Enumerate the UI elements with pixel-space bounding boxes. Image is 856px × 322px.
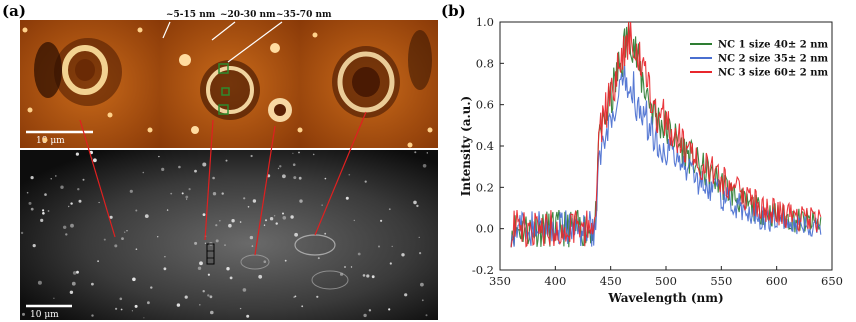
y-tick-label: 0.6	[476, 98, 494, 112]
size-annotations: ~5-15 nm ~20-30 nm ~35-70 nm	[162, 10, 332, 63]
x-tick-label: 500	[655, 274, 677, 288]
y-tick-label: 0.4	[476, 139, 494, 153]
x-tick-label: 550	[710, 274, 732, 288]
x-tick-label: 400	[544, 274, 566, 288]
series-line-2	[510, 64, 822, 248]
y-axis: -0.2 0.0 0.2 0.4 0.6 0.8 1.0	[472, 15, 504, 277]
annotation-5-15: ~5-15 nm	[166, 10, 216, 20]
series-line-3	[510, 21, 822, 248]
afm-green-box-1	[218, 63, 229, 74]
y-tick-label: 1.0	[476, 15, 494, 29]
emission-spectrum-chart: 350 400 450 500 550 600 650 -0.2 0.0 0.2 0.4 0.6 0.…	[459, 15, 843, 305]
x-axis: 350 400 450 500 550 600 650	[489, 266, 843, 288]
legend: NC 1 size 40± 2 nm NC 2 size 35± 2 nm NC 3…	[690, 40, 828, 79]
sem-ring-2	[311, 270, 349, 290]
afm-scale-label: 10 μm	[36, 136, 65, 146]
afm-image-2	[160, 20, 300, 148]
panel-a-label: (a)	[2, 2, 26, 20]
x-tick-label: 350	[489, 274, 511, 288]
x-tick-label: 650	[821, 274, 843, 288]
legend-label-2: NC 2 size 35± 2 nm	[718, 54, 828, 65]
x-tick-label: 600	[766, 274, 788, 288]
connector-lines	[79, 111, 367, 256]
annotation-20-30: ~20-30 nm	[220, 10, 276, 20]
annotation-35-70: ~35-70 nm	[276, 10, 332, 20]
y-tick-label: 0.2	[476, 180, 494, 194]
sem-marker-box	[206, 243, 215, 265]
afm-green-box-2	[221, 87, 230, 96]
afm-image-1: 10 μm	[20, 20, 160, 148]
sem-particles	[20, 150, 428, 319]
afm-image-3	[300, 20, 438, 148]
y-axis-title: Intensity (a.u.)	[459, 96, 473, 196]
sem-scale-label: 10 μm	[30, 310, 59, 320]
y-tick-label: 0.0	[476, 222, 494, 236]
panel-b-label: (b)	[441, 2, 466, 20]
legend-label-3: NC 3 size 60± 2 nm	[718, 68, 828, 79]
x-tick-label: 450	[600, 274, 622, 288]
y-tick-label: -0.2	[472, 263, 494, 277]
legend-label-1: NC 1 size 40± 2 nm	[718, 40, 828, 51]
x-axis-title: Wavelength (nm)	[607, 291, 723, 305]
y-tick-label: 0.8	[476, 56, 494, 70]
afm-green-box-3	[218, 104, 229, 115]
sem-image	[20, 150, 438, 320]
